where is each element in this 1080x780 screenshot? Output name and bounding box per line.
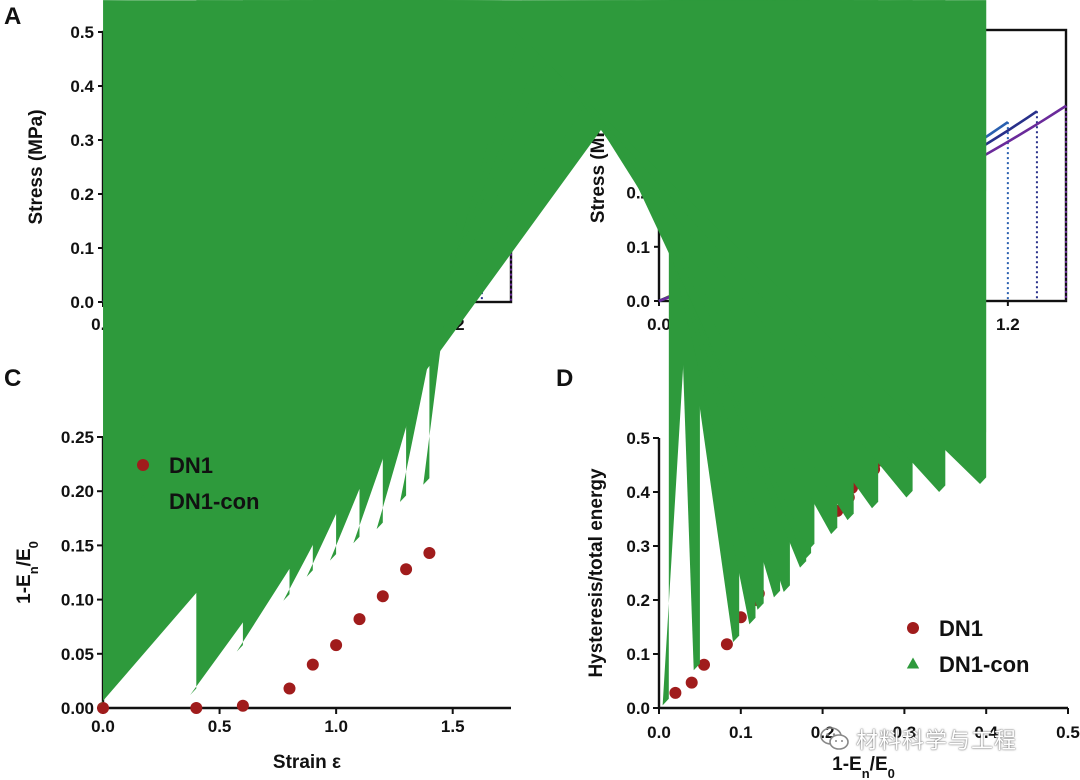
y-axis-label: 1-En/E0 (14, 541, 41, 604)
x-axis-label: 1-En/E0 (832, 754, 895, 780)
watermark: 材料科学与工程 (820, 722, 1075, 756)
y-tick-label: 0.3 (70, 131, 94, 150)
data-point-circle (400, 563, 413, 576)
watermark-text: 材料科学与工程 (856, 729, 1018, 754)
data-point-circle (306, 658, 319, 671)
y-axis-label: Stress (MPa) (26, 109, 47, 224)
y-tick-label: 0.4 (626, 483, 650, 502)
y-tick-label: 0.1 (626, 645, 650, 664)
y-tick-label: 0.10 (61, 591, 94, 610)
panel-d: D0.0 0.1 0.2 0.3 0.4 0.50.00.10.20.30.40.51-E… (483, 0, 1080, 780)
data-point-circle (720, 638, 733, 651)
x-tick-label: 1.0 (324, 717, 348, 736)
data-point-circle (97, 702, 109, 714)
data-point-triangle (483, 0, 987, 484)
data-point-circle (376, 590, 389, 603)
x-tick-label: 0.3 (893, 723, 917, 742)
y-tick-label: 0.1 (626, 238, 650, 257)
data-point-circle (669, 686, 682, 699)
x-tick-label: 0.0 (91, 717, 115, 736)
y-tick-label: 0.2 (70, 185, 94, 204)
legend-marker (907, 622, 919, 634)
data-point-circle (330, 639, 343, 652)
panel-label: A (4, 3, 21, 30)
y-axis-label: Hysteresis/total energy (586, 468, 607, 678)
y-tick-label: 0.00 (61, 699, 94, 718)
data-point-circle (698, 658, 710, 671)
legend-label: DN1-con (169, 489, 259, 514)
x-tick-label: 0.0 (647, 723, 671, 742)
x-tick-label: 0.1 (729, 723, 753, 742)
legend-label: DN1 (169, 453, 213, 478)
y-tick-label: 0.20 (61, 482, 94, 501)
x-tick-label: 0.4 (974, 723, 998, 742)
data-point-circle (353, 613, 366, 626)
legend-label: DN1 (939, 616, 983, 641)
y-tick-label: 0.15 (61, 536, 94, 555)
x-tick-label: 1.5 (441, 717, 465, 736)
y-tick-label: 0.1 (70, 239, 94, 258)
x-axis-label: Strain ε (273, 752, 341, 773)
y-tick-label: 0.2 (626, 591, 650, 610)
data-point-circle (283, 682, 296, 695)
panel-label: C (4, 365, 21, 392)
data-point-circle (236, 699, 249, 712)
y-tick-label: 0.25 (61, 428, 94, 447)
legend-marker (906, 657, 920, 669)
legend-label: DN1-con (939, 652, 1029, 677)
y-tick-label: 0.5 (626, 429, 650, 448)
x-tick-label: 0.5 (208, 717, 232, 736)
data-point-triangle (423, 0, 485, 485)
x-tick-label: 0.5 (1056, 723, 1080, 742)
y-tick-label: 0.3 (626, 537, 650, 556)
data-point-circle (423, 547, 436, 559)
y-tick-label: 0.0 (70, 293, 94, 312)
wechat-icon (820, 727, 849, 750)
y-tick-label: 0.5 (70, 23, 94, 42)
x-tick-label: 0.0 (647, 315, 671, 334)
y-tick-label: 0.05 (61, 645, 94, 664)
legend-marker (137, 459, 149, 471)
panel-c: C 0.0 0.5 1.0 1.5 0.00 0.05 0.10 0.15 0.20 0.25 Str… (4, 0, 709, 773)
y-tick-label: 0.0 (626, 292, 650, 311)
y-tick-label: 0.4 (70, 77, 94, 96)
data-point-circle (685, 676, 698, 689)
y-tick-label: 0.0 (626, 699, 650, 718)
x-tick-label: 1.2 (996, 315, 1020, 334)
panel-label: D (556, 365, 573, 392)
legend-marker (136, 494, 150, 506)
data-point-circle (190, 702, 203, 714)
